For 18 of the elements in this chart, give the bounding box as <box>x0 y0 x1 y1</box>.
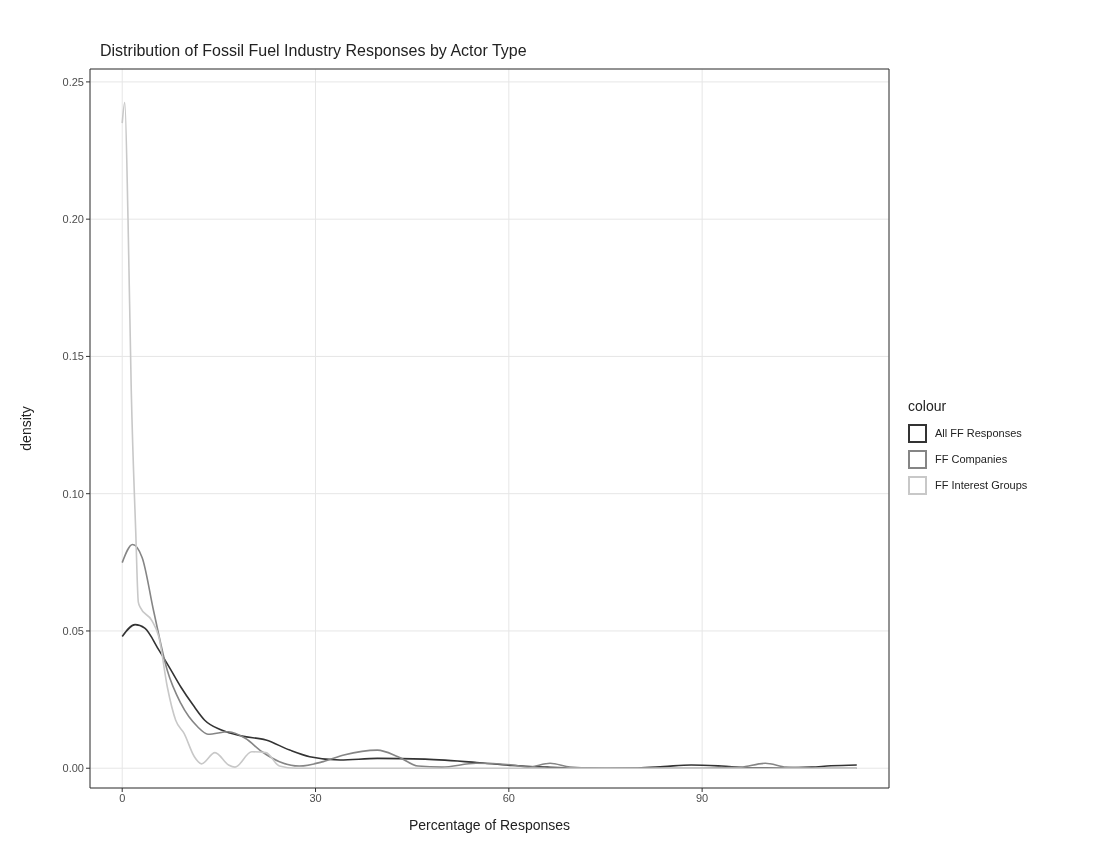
chart-title: Distribution of Fossil Fuel Industry Responses by Actor Type <box>100 42 527 60</box>
legend-label: All FF Responses <box>935 427 1022 439</box>
y-tick-label: 0.00 <box>62 762 84 775</box>
y-tick-label: 0.05 <box>62 624 84 637</box>
x-tick-label: 90 <box>696 791 709 804</box>
y-tick-label: 0.15 <box>62 350 84 363</box>
line-series <box>121 101 858 770</box>
legend-title: colour <box>908 398 948 414</box>
x-tick-label: 60 <box>502 791 515 804</box>
y-tick-label: 0.25 <box>62 75 84 88</box>
legend-label: FF Interest Groups <box>935 479 1028 491</box>
legend-label: FF Companies <box>935 453 1008 465</box>
y-tick-label: 0.20 <box>62 213 84 226</box>
y-tick-label: 0.10 <box>62 487 84 500</box>
x-tick-label: 30 <box>309 791 322 804</box>
x-axis-title: Percentage of Responses <box>408 817 571 833</box>
x-tick-label: 0 <box>119 791 126 804</box>
y-axis-title: density <box>17 406 34 451</box>
